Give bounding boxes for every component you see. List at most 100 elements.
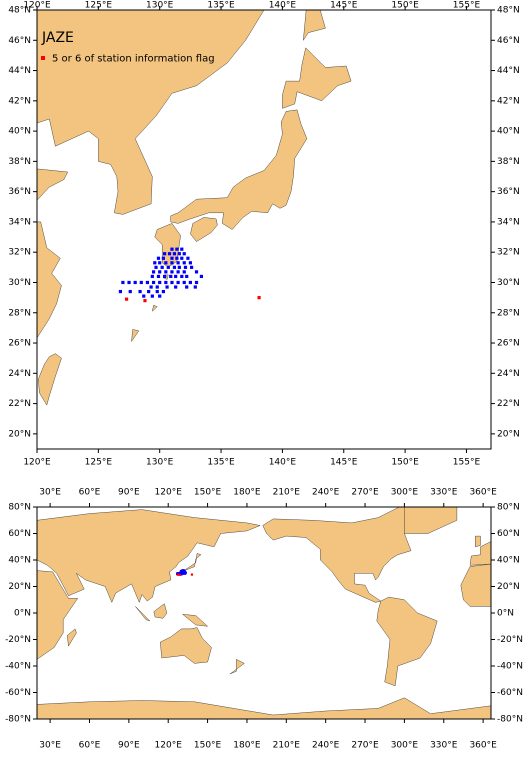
x-tick-label: 270°E: [351, 488, 379, 498]
x-tick-label: 145°E: [330, 458, 358, 468]
x-tick-label: 140°E: [269, 458, 297, 468]
station-point: [182, 252, 186, 256]
y-tick-label: 46°N: [497, 36, 520, 46]
land: [37, 570, 79, 660]
x-tick-label: 120°E: [23, 1, 51, 11]
regional-frame: [36, 9, 492, 450]
y-tick-label: 22°N: [497, 399, 520, 409]
land: [475, 535, 481, 548]
y-tick-label: -40°N: [497, 662, 523, 672]
land: [190, 217, 218, 242]
land: [37, 10, 265, 215]
station-point: [156, 274, 161, 279]
y-tick-label: -20°N: [497, 635, 523, 645]
station-point: [177, 265, 181, 269]
land: [170, 109, 308, 230]
x-tick-label: 240°E: [312, 488, 340, 498]
x-tick-label: 120°E: [23, 458, 51, 468]
x-tick-label: 125°E: [85, 458, 113, 468]
station-point: [142, 294, 146, 298]
station-point: [181, 572, 185, 575]
station-point: [183, 265, 188, 269]
station-point: [199, 274, 204, 279]
station-point: [155, 285, 159, 289]
y-tick-label: 0°N: [497, 609, 514, 619]
x-tick-label: 150°E: [391, 458, 419, 468]
station-point: [164, 261, 168, 265]
y-tick-label: 26°N: [497, 339, 520, 349]
station-point: [154, 265, 158, 269]
station-point: [175, 256, 179, 260]
land: [153, 603, 168, 619]
y-tick-label: 80°N: [8, 503, 31, 513]
land: [37, 353, 62, 406]
station-point: [182, 280, 186, 285]
y-tick-label: 38°N: [497, 157, 520, 167]
land: [131, 329, 140, 342]
x-tick-label: 300°E: [391, 741, 419, 751]
station-point: [165, 285, 169, 289]
station-point: [127, 280, 131, 285]
station-point: [170, 256, 174, 260]
x-tick-label: 30°E: [39, 488, 61, 498]
y-tick-label: -80°N: [5, 715, 31, 725]
land: [154, 223, 181, 268]
x-tick-label: 150°E: [194, 741, 222, 751]
x-tick-label: 130°E: [146, 1, 174, 11]
x-tick-label: 180°E: [233, 488, 261, 498]
station-point: [158, 270, 162, 274]
x-tick-label: 150°E: [391, 1, 419, 11]
y-tick-label: 22°N: [8, 399, 31, 409]
station-point: [164, 280, 168, 285]
station-point: [193, 285, 197, 289]
y-tick-label: 80°N: [497, 503, 520, 513]
y-tick-label: 44°N: [8, 66, 31, 76]
station-point: [161, 256, 165, 260]
land: [37, 221, 62, 339]
x-tick-label: 300°E: [391, 488, 419, 498]
station-point: [174, 285, 178, 289]
station-point: [172, 252, 177, 256]
x-tick-label: 30°E: [39, 741, 61, 751]
x-tick-label: 360°E: [469, 741, 497, 751]
x-tick-label: 60°E: [79, 741, 101, 751]
station-point: [133, 280, 137, 285]
station-point: [150, 274, 154, 279]
x-tick-label: 330°E: [430, 741, 458, 751]
x-tick-label: 90°E: [118, 488, 140, 498]
y-tick-label: 28°N: [497, 308, 520, 318]
station-point: [172, 265, 177, 269]
x-tick-label: 120°E: [155, 488, 183, 498]
flagged-station-point: [143, 299, 147, 303]
station-point: [194, 270, 199, 274]
x-tick-label: 240°E: [312, 741, 340, 751]
land: [460, 563, 491, 607]
station-point: [186, 256, 190, 260]
station-point: [163, 274, 167, 279]
x-tick-label: 140°E: [269, 1, 297, 11]
y-tick-label: 30°N: [8, 278, 31, 288]
x-tick-label: 145°E: [330, 1, 358, 11]
land: [160, 627, 212, 664]
y-tick-label: 34°N: [497, 217, 520, 227]
station-point: [139, 280, 143, 285]
y-tick-label: 20°N: [497, 582, 520, 592]
station-point: [160, 265, 164, 269]
x-tick-label: 330°E: [430, 488, 458, 498]
station-point: [167, 252, 172, 256]
land: [376, 596, 438, 687]
station-point: [184, 572, 187, 575]
station-point: [190, 265, 194, 269]
y-tick-label: 26°N: [8, 339, 31, 349]
land: [469, 541, 491, 566]
y-tick-label: -40°N: [5, 662, 31, 672]
stations-global: [176, 569, 194, 576]
y-tick-label: 38°N: [8, 157, 31, 167]
station-point: [121, 280, 125, 285]
land-global: [37, 507, 491, 719]
y-tick-label: 42°N: [8, 96, 31, 106]
x-tick-label: 270°E: [351, 741, 379, 751]
flagged-station-point: [124, 297, 129, 301]
